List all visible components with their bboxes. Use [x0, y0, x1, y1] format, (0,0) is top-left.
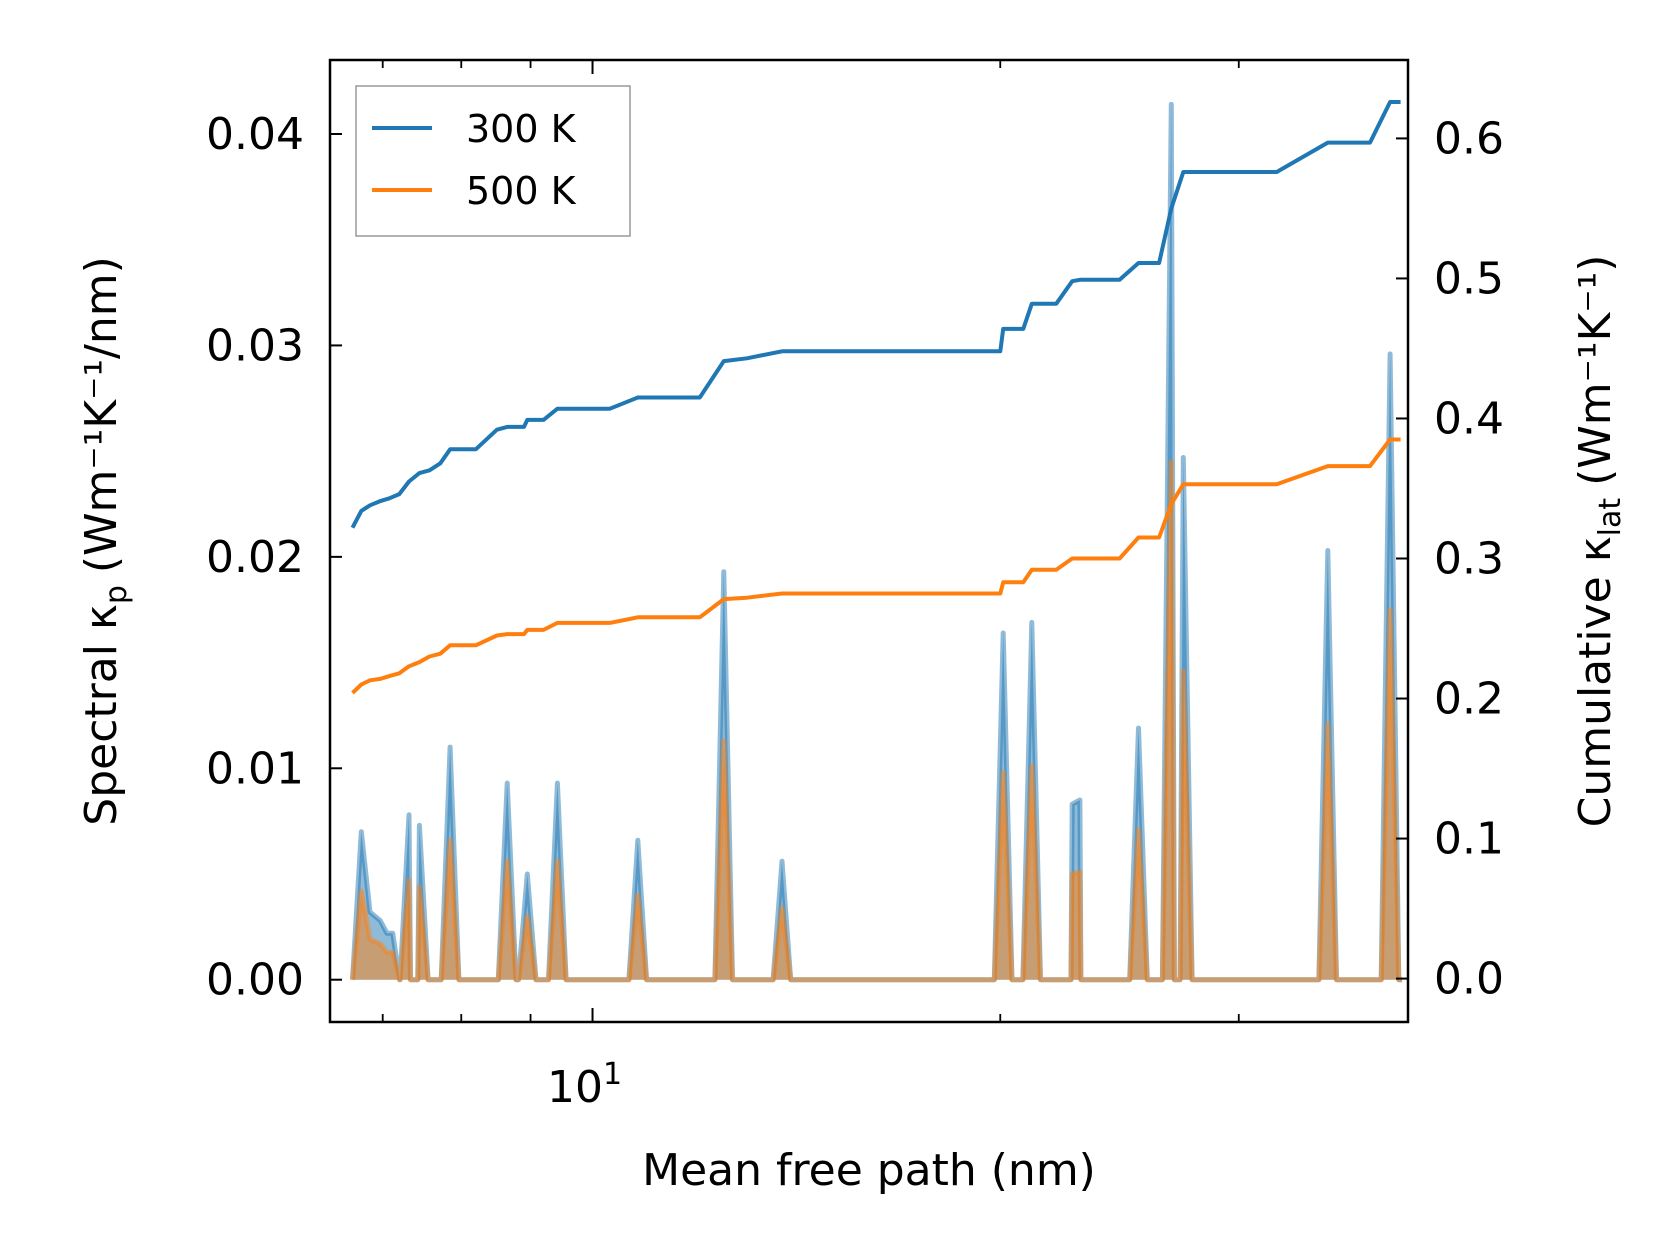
- y-axis-left-title: Spectral κp(Wm⁻¹K⁻¹/nm): [76, 256, 134, 825]
- y-right-tick-label: 0.6: [1434, 113, 1504, 164]
- y-right-tick-label: 0.5: [1434, 253, 1504, 304]
- y-left-tick-label: 0.03: [206, 320, 304, 371]
- spectral-500k-line: [350, 459, 1403, 983]
- cumulative-line-300k: [350, 100, 1401, 529]
- plot-frame: [328, 58, 1410, 1024]
- y-right-tick-label: 0.0: [1434, 954, 1504, 1005]
- y-left-tick-label: 0.00: [206, 955, 304, 1006]
- legend-label-300k: 300 K: [466, 107, 577, 151]
- y-axis-right-title: Cumulative κlat(Wm⁻¹K⁻¹): [1570, 255, 1628, 828]
- legend: 300 K 500 K: [355, 85, 631, 237]
- y-left-tick-label: 0.04: [206, 109, 304, 160]
- y-right-tick-label: 0.4: [1434, 393, 1504, 444]
- axis-ticks: 0.00 0.01 0.02 0.03 0.04 0.0 0.1 0.2 0.3 0.4 0.5 0.…: [206, 60, 1504, 1113]
- y-left-tick-label: 0.02: [206, 532, 304, 583]
- legend-box: [355, 85, 631, 237]
- y-right-tick-label: 0.2: [1434, 674, 1504, 725]
- legend-label-500k: 500 K: [466, 169, 577, 213]
- y-right-tick-label: 0.3: [1434, 534, 1504, 585]
- cumulative-line-500k: [351, 437, 1401, 695]
- x-tick-label: 101: [547, 1057, 622, 1113]
- y-left-tick-label: 0.01: [206, 743, 304, 794]
- y-right-tick-label: 0.1: [1434, 814, 1504, 865]
- plot-area: [350, 100, 1403, 983]
- x-axis-title: Mean free path (nm): [642, 1145, 1096, 1196]
